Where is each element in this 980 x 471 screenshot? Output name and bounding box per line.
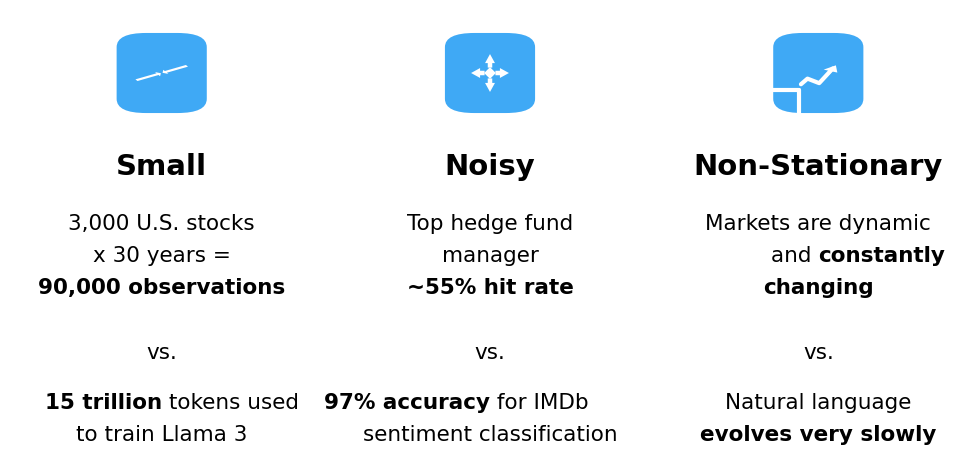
Text: constantly: constantly: [818, 246, 945, 266]
Polygon shape: [163, 65, 188, 74]
Text: 3,000 U.S. stocks: 3,000 U.S. stocks: [69, 214, 255, 234]
Text: Natural language: Natural language: [725, 393, 911, 413]
Text: Top hedge fund: Top hedge fund: [407, 214, 573, 234]
Text: to train Llama 3: to train Llama 3: [76, 425, 247, 445]
FancyBboxPatch shape: [445, 33, 535, 113]
Text: for IMDb: for IMDb: [490, 393, 589, 413]
Text: 90,000 observations: 90,000 observations: [38, 278, 285, 298]
Text: Small: Small: [117, 153, 207, 181]
Text: ~55% hit rate: ~55% hit rate: [407, 278, 573, 298]
Text: evolves very slowly: evolves very slowly: [700, 425, 937, 445]
Polygon shape: [471, 68, 484, 78]
Polygon shape: [485, 78, 495, 92]
Text: 15 trillion: 15 trillion: [44, 393, 162, 413]
Text: and: and: [771, 246, 818, 266]
Polygon shape: [817, 65, 837, 83]
Text: Non-Stationary: Non-Stationary: [694, 153, 943, 181]
Polygon shape: [135, 72, 161, 81]
Polygon shape: [496, 68, 509, 78]
Text: sentiment classification: sentiment classification: [363, 425, 617, 445]
FancyBboxPatch shape: [773, 33, 863, 113]
Text: Noisy: Noisy: [445, 153, 535, 181]
Polygon shape: [484, 67, 496, 79]
Text: vs.: vs.: [146, 343, 177, 363]
Text: 97% accuracy: 97% accuracy: [324, 393, 490, 413]
Text: changing: changing: [763, 278, 873, 298]
Text: vs.: vs.: [474, 343, 506, 363]
Text: manager: manager: [442, 246, 538, 266]
Polygon shape: [485, 54, 495, 68]
Text: x 30 years =: x 30 years =: [93, 246, 230, 266]
Text: tokens used: tokens used: [162, 393, 299, 413]
Text: vs.: vs.: [803, 343, 834, 363]
FancyBboxPatch shape: [117, 33, 207, 113]
Text: Markets are dynamic: Markets are dynamic: [706, 214, 931, 234]
